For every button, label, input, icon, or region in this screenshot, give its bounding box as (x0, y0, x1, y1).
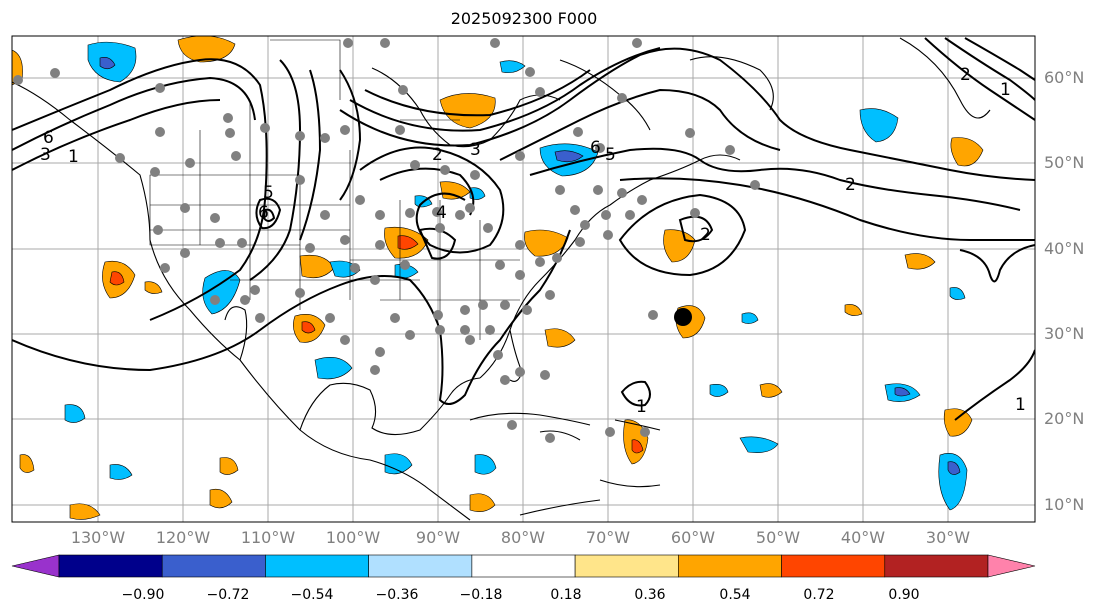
storm-position-marker (674, 308, 692, 326)
contour-label: 2 (700, 225, 711, 245)
contour-label: 6 (590, 138, 601, 158)
colorbar-tick-label: −0.36 (375, 587, 419, 603)
latitude-label: 40°N (1044, 239, 1085, 258)
contour-label: 6 (258, 203, 269, 223)
colorbar-tick-label: 0.54 (719, 587, 751, 603)
colorbar-tick-label: −0.18 (459, 587, 503, 603)
contour-label: 2 (845, 175, 856, 195)
contour-label: 3 (40, 145, 51, 165)
colorbar-segment (678, 554, 782, 578)
longitude-label: 40°W (840, 528, 886, 547)
longitude-label: 50°W (755, 528, 801, 547)
contour-label: 1 (1015, 395, 1026, 415)
longitude-label: 100°W (325, 528, 381, 547)
colorbar-tick-label: −0.72 (206, 587, 250, 603)
contour-lines (12, 37, 1035, 421)
longitude-label: 90°W (415, 528, 461, 547)
latitude-label: 50°N (1044, 153, 1085, 172)
state-borders (149, 39, 520, 340)
colorbar-segment (368, 554, 473, 578)
forecast-map: 6 1 5 6 3 2 3 4 6 5 2 2 1 1 2 1 (11, 35, 1036, 523)
colorbar-tick-label: 0.90 (888, 587, 920, 603)
contour-label-group: 6 1 5 6 3 2 3 4 6 5 2 2 1 1 2 1 (40, 65, 1026, 417)
colorbar-tick-label: 0.18 (550, 587, 582, 603)
latitude-label: 30°N (1044, 324, 1085, 343)
map-frame (11, 35, 1036, 523)
colorbar-segment (265, 554, 369, 578)
longitude-label: 60°W (670, 528, 716, 547)
longitude-label: 120°W (155, 528, 211, 547)
contour-label: 3 (470, 140, 481, 160)
colorbar-segment (781, 554, 886, 578)
contour-label: 2 (432, 145, 443, 165)
map-title: 2025092300 F000 (450, 9, 598, 28)
station-dots (13, 38, 760, 443)
colorbar-extension-low (11, 554, 60, 578)
colorbar-segment (58, 554, 163, 578)
contour-label: 4 (436, 203, 447, 223)
colorbar-segment (161, 554, 266, 578)
colorbar-tick-label: −0.54 (290, 587, 334, 603)
colorbar-tick-label: 0.72 (803, 587, 835, 603)
contour-label: 5 (605, 145, 616, 165)
contour-label: 1 (636, 397, 647, 417)
colorbar-extension-high (987, 554, 1036, 578)
longitude-label: 110°W (240, 528, 296, 547)
contour-label: 2 (960, 65, 971, 85)
colorbar-segment (471, 554, 576, 578)
contour-label: 1 (1000, 80, 1011, 100)
latitude-label: 20°N (1044, 409, 1085, 428)
colorbar (11, 554, 1036, 578)
colorbar-segment (574, 554, 679, 578)
longitude-label: 130°W (70, 528, 126, 547)
contour-label: 5 (263, 183, 274, 203)
latitude-label: 60°N (1044, 68, 1085, 87)
coastlines (12, 37, 991, 521)
shaded-anomalies (12, 36, 984, 520)
contour-label: 1 (68, 147, 79, 167)
contour-label: 6 (43, 128, 54, 148)
latitude-label: 10°N (1044, 495, 1085, 514)
longitude-label: 70°W (585, 528, 631, 547)
longitude-label: 30°W (925, 528, 971, 547)
colorbar-segment (884, 554, 989, 578)
colorbar-tick-label: −0.90 (121, 587, 165, 603)
colorbar-tick-label: 0.36 (634, 587, 666, 603)
longitude-label: 80°W (500, 528, 546, 547)
